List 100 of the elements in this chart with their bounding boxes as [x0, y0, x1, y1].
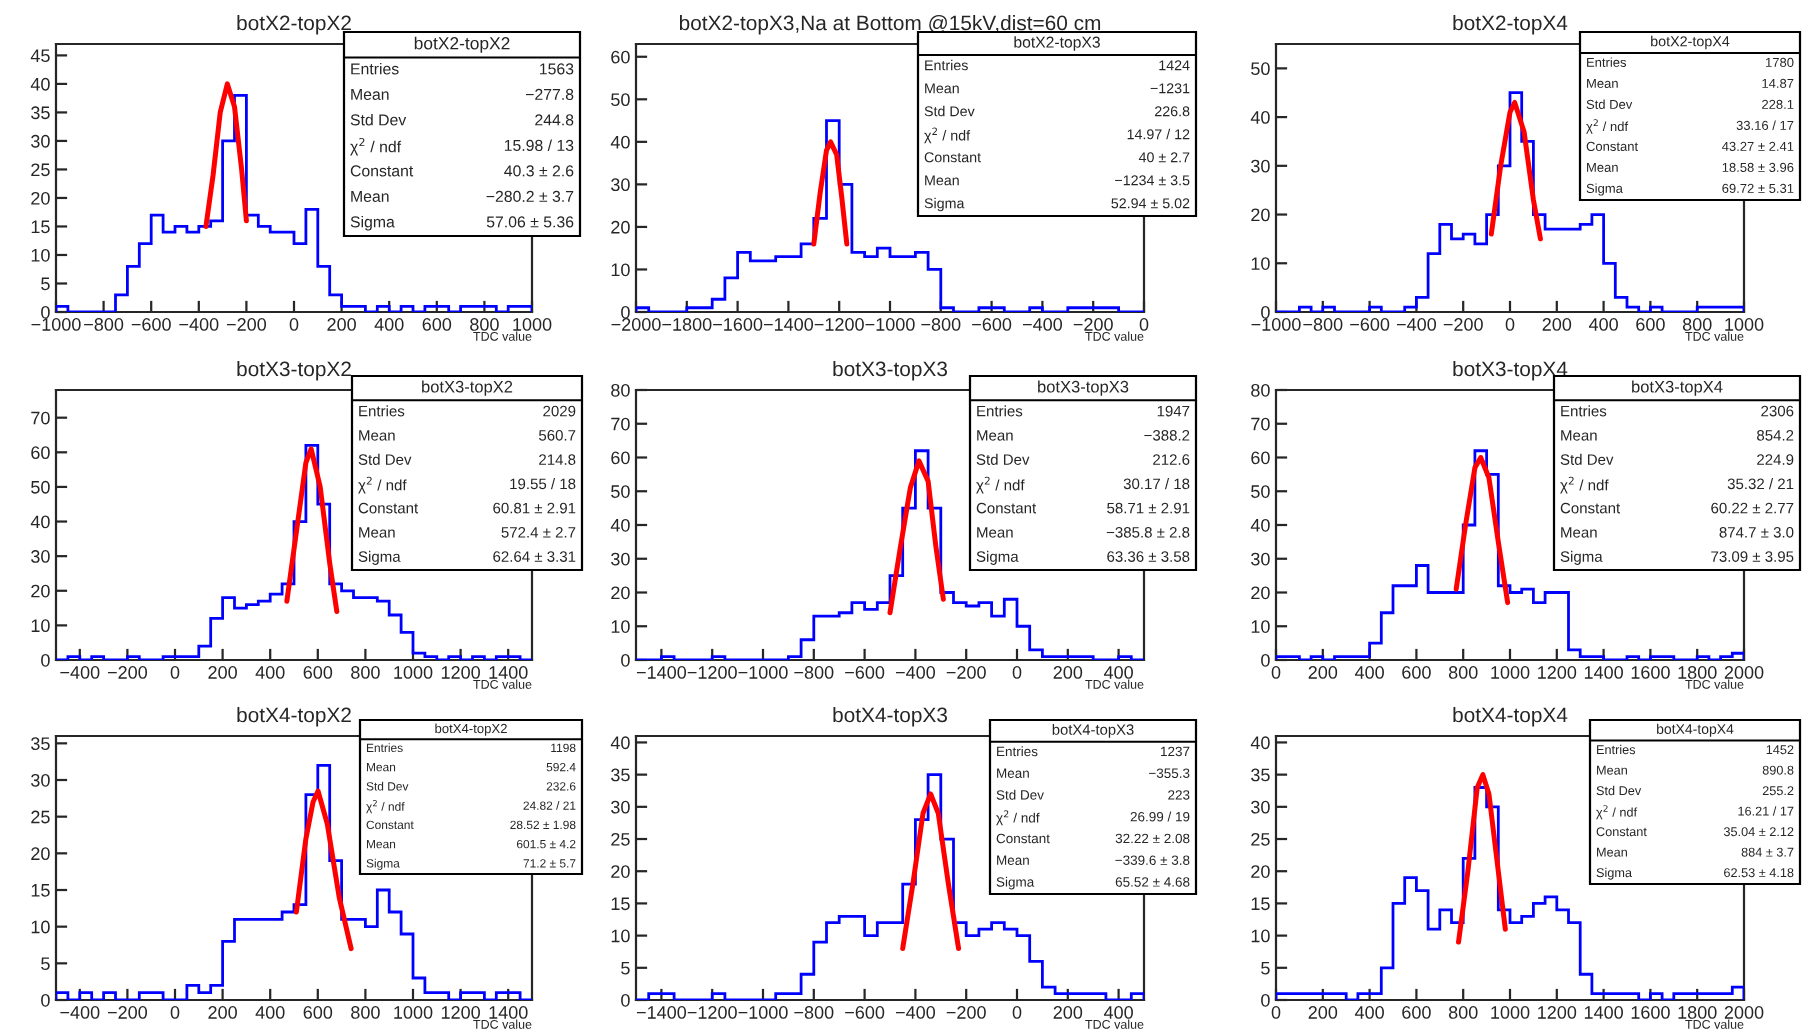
y-tick-label: 25	[611, 832, 630, 846]
x-tick-label: 1200	[1538, 666, 1577, 679]
y-tick-label: 40	[1250, 111, 1270, 124]
y-tick-label: 20	[611, 586, 630, 600]
x-tick-label: −400	[60, 1006, 100, 1019]
y-tick-label: 40	[610, 518, 630, 532]
x-tick-label: 200	[208, 666, 237, 679]
y-tick-label: 10	[1251, 257, 1270, 270]
chart-title: botX3-topX2	[237, 361, 351, 381]
y-tick-label: 20	[1251, 865, 1270, 878]
y-tick-label: 0	[1261, 993, 1270, 1007]
x-tick-label: 0	[1505, 318, 1515, 331]
y-tick-label: 15	[31, 884, 50, 897]
x-tick-label: 0	[170, 1006, 180, 1019]
y-tick-label: 50	[1251, 62, 1270, 76]
x-tick-label: 600	[1636, 318, 1665, 331]
x-tick-label: 1000	[1491, 1006, 1530, 1019]
x-tick-label: 600	[422, 318, 452, 331]
y-tick-label: 20	[31, 191, 50, 205]
chart-title: botX2-topX4	[1453, 15, 1568, 35]
x-tick-label: 1000	[1491, 666, 1530, 679]
y-tick-label: 30	[611, 552, 630, 566]
x-tick-label: 400	[1354, 1006, 1384, 1019]
y-tick-label: 30	[31, 773, 50, 787]
x-tick-label: 800	[1448, 1006, 1478, 1019]
x-tick-label: 1000	[1725, 318, 1764, 331]
x-tick-label: −1400	[636, 666, 687, 679]
x-tick-label: 200	[1308, 1006, 1338, 1019]
x-tick-label: 1400	[489, 1006, 528, 1019]
x-tick-label: 400	[255, 1006, 285, 1019]
y-tick-label: 15	[611, 897, 630, 911]
y-tick-label: 15	[31, 220, 50, 234]
y-tick-label: 40	[610, 736, 630, 750]
x-tick-label: 600	[303, 666, 333, 679]
x-tick-label: 0	[289, 318, 299, 331]
x-tick-label: 1800	[1678, 666, 1717, 679]
y-tick-label: 45	[30, 49, 50, 63]
x-tick-label: −200	[946, 666, 986, 679]
x-tick-label: 1800	[1678, 1006, 1717, 1019]
y-tick-label: 60	[1251, 451, 1270, 465]
y-tick-label: 30	[611, 178, 630, 192]
y-tick-label: 5	[41, 277, 50, 291]
x-tick-label: −1200	[814, 318, 864, 331]
y-tick-label: 40	[30, 77, 50, 91]
x-tick-label: 400	[1354, 666, 1384, 679]
y-tick-label: 80	[611, 383, 630, 397]
y-tick-label: 0	[41, 653, 50, 667]
x-tick-label: 0	[1271, 1006, 1281, 1019]
x-tick-label: 800	[1448, 666, 1478, 679]
y-tick-label: 10	[31, 920, 50, 934]
y-tick-label: 15	[1251, 897, 1270, 911]
y-tick-label: 40	[1250, 518, 1270, 532]
x-tick-label: −1000	[31, 318, 81, 331]
y-tick-label: 0	[1261, 305, 1270, 319]
x-tick-label: 200	[1053, 1006, 1083, 1019]
y-tick-label: 40	[1250, 736, 1270, 750]
y-tick-label: 35	[611, 768, 630, 782]
x-tick-label: 600	[303, 1006, 333, 1019]
x-tick-label: −400	[179, 318, 219, 331]
x-tick-label: 1600	[1631, 666, 1670, 679]
y-tick-label: 20	[31, 847, 50, 861]
y-tick-label: 50	[1251, 485, 1270, 498]
x-tick-label: −400	[60, 666, 100, 679]
x-tick-label: 1200	[1538, 1006, 1577, 1019]
x-tick-label: −200	[107, 1006, 148, 1019]
x-tick-label: −800	[84, 318, 124, 331]
x-tick-label: −2000	[611, 318, 661, 331]
y-tick-label: 20	[1251, 586, 1270, 600]
x-tick-label: 1400	[1584, 666, 1623, 679]
x-tick-label: 1000	[394, 1006, 433, 1019]
y-tick-label: 40	[30, 515, 50, 529]
x-tick-label: −1800	[662, 318, 712, 331]
x-tick-label: 800	[351, 666, 380, 679]
x-tick-label: 800	[1682, 318, 1712, 331]
x-tick-label: −400	[895, 1006, 936, 1019]
x-tick-label: 400	[255, 666, 285, 679]
y-tick-label: 0	[621, 305, 630, 319]
line-series	[900, 791, 962, 951]
x-tick-label: −400	[895, 666, 936, 679]
x-tick-label: −600	[131, 318, 171, 331]
y-tick-label: 50	[611, 93, 630, 107]
chart-title: botX4-topX2	[237, 707, 351, 727]
y-tick-label: 70	[611, 417, 630, 431]
x-tick-label: 200	[208, 1006, 237, 1019]
x-tick-label: −200	[946, 1006, 986, 1019]
y-tick-label: 80	[1251, 383, 1270, 397]
x-tick-label: 1600	[1631, 1006, 1670, 1019]
x-tick-label: 600	[1402, 1006, 1431, 1019]
annotation: botX3-topX3	[1038, 380, 1129, 396]
x-tick-label: 0	[1271, 666, 1281, 679]
x-tick-label: 200	[327, 318, 356, 331]
x-tick-label: 1400	[489, 666, 528, 679]
y-tick-label: 50	[31, 480, 50, 494]
y-tick-label: 10	[611, 263, 630, 277]
chart-title: botX2-topX3,Na at Bottom @15kV,dist=60 cm	[679, 15, 1101, 35]
x-tick-label: −1400	[636, 1006, 687, 1019]
y-tick-label: 35	[31, 106, 50, 120]
x-tick-label: −600	[845, 666, 885, 679]
line-series	[293, 788, 354, 952]
chart-title: botX4-topX3	[833, 707, 947, 727]
